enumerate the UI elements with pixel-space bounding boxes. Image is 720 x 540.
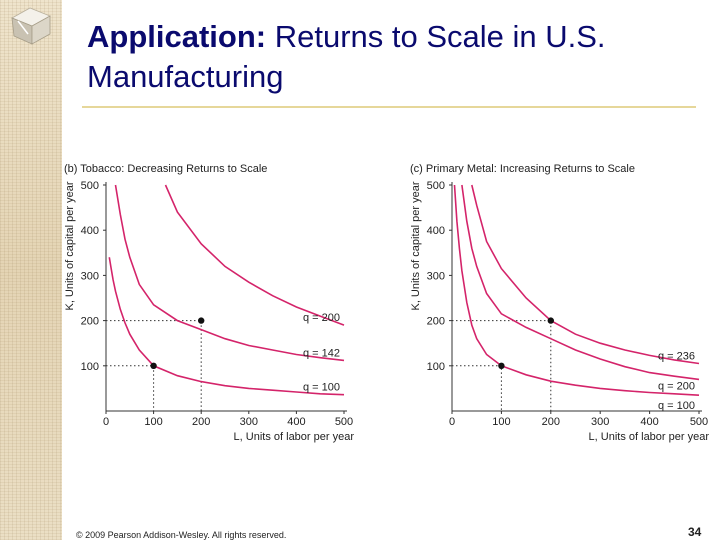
y-tick-label-400: 400 — [81, 225, 99, 237]
x-tick-label-300: 300 — [240, 416, 258, 428]
y-tick-label-300: 300 — [427, 270, 445, 282]
label-q-236: q = 236 — [658, 351, 695, 363]
slide-title: Application: Returns to Scale in U.S. Ma… — [87, 17, 707, 97]
y-tick-label-400: 400 — [427, 225, 445, 237]
x-tick-label-100: 100 — [492, 416, 510, 428]
title-divider — [82, 106, 696, 108]
page-number: 34 — [688, 525, 702, 539]
title-text: Returns to Scale in U.S. Manufacturing — [87, 19, 606, 94]
data-point-2 — [547, 317, 554, 324]
x-axis-label: L, Units of labor per year — [234, 431, 355, 443]
x-tick-label-500: 500 — [690, 416, 708, 428]
isoquant-q-100 — [453, 184, 700, 396]
x-tick-label-0: 0 — [449, 416, 455, 428]
guide-line-2 — [452, 320, 552, 411]
isoquant-q-236 — [471, 184, 700, 365]
label-q-100: q = 100 — [658, 400, 695, 412]
x-tick-label-200: 200 — [542, 416, 560, 428]
x-tick-label-400: 400 — [287, 416, 305, 428]
glass-cube-icon — [11, 7, 51, 45]
x-tick-label-200: 200 — [192, 416, 210, 428]
data-point-1 — [150, 362, 157, 369]
y-axis-label: K, Units of capital per year — [410, 181, 422, 310]
y-tick-label-100: 100 — [427, 361, 445, 373]
decorative-sidebar — [0, 0, 62, 540]
guide-line-1 — [452, 365, 502, 411]
guide-line-1 — [106, 365, 155, 411]
isoquant-q-100 — [108, 257, 345, 396]
copyright-footer: © 2009 Pearson Addison-Wesley. All right… — [76, 530, 287, 540]
x-tick-label-300: 300 — [591, 416, 609, 428]
y-tick-label-300: 300 — [81, 270, 99, 282]
x-tick-label-100: 100 — [144, 416, 162, 428]
chart-primary-metal: (c) Primary Metal: Increasing Returns to… — [410, 163, 710, 443]
y-tick-label-200: 200 — [427, 316, 445, 328]
isoquant-q-142 — [114, 184, 345, 362]
x-tick-label-500: 500 — [335, 416, 353, 428]
label-q-100: q = 100 — [303, 382, 340, 394]
isoquant-q-200 — [461, 184, 700, 381]
y-tick-label-500: 500 — [427, 180, 445, 192]
x-tick-label-0: 0 — [103, 416, 109, 428]
title-emphasis: Application: — [87, 19, 267, 54]
label-q-200: q = 200 — [303, 312, 340, 324]
data-point-2 — [198, 317, 205, 324]
label-q-142: q = 142 — [303, 347, 340, 359]
isoquant-q-200 — [164, 184, 345, 326]
x-axis-label: L, Units of labor per year — [589, 431, 710, 443]
data-point-1 — [498, 362, 505, 369]
y-tick-label-500: 500 — [81, 180, 99, 192]
y-tick-label-100: 100 — [81, 361, 99, 373]
chart-tobacco: (b) Tobacco: Decreasing Returns to Scale… — [64, 163, 355, 443]
x-tick-label-400: 400 — [640, 416, 658, 428]
chart-title: (c) Primary Metal: Increasing Returns to… — [410, 163, 635, 175]
y-tick-label-200: 200 — [81, 316, 99, 328]
y-axis-label: K, Units of capital per year — [64, 181, 76, 310]
chart-title: (b) Tobacco: Decreasing Returns to Scale — [64, 163, 267, 175]
label-q-200: q = 200 — [658, 380, 695, 392]
